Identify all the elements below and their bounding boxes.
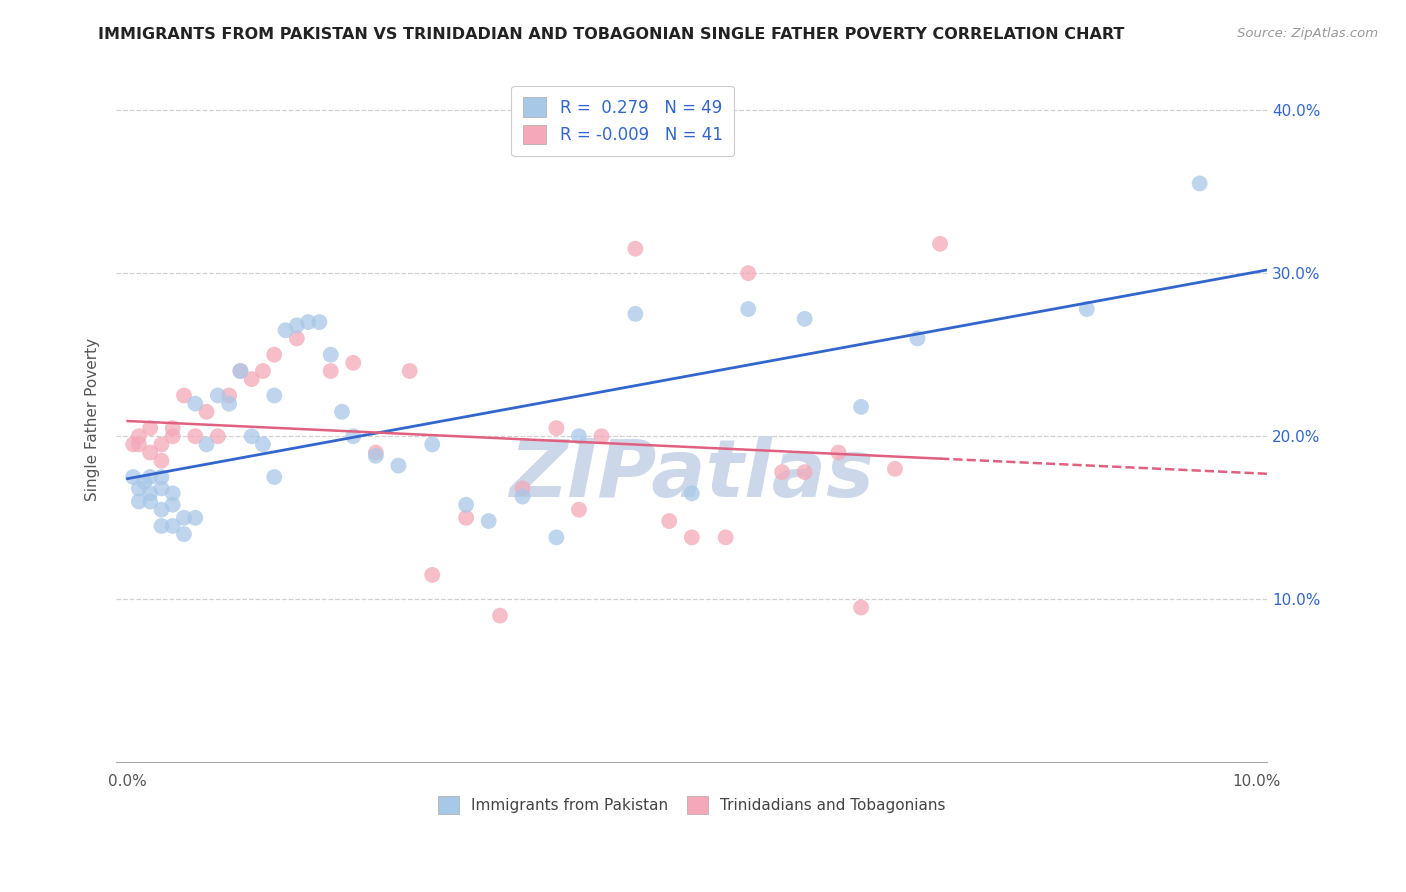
- Point: [184, 396, 207, 410]
- Point: [184, 429, 207, 443]
- Point: [229, 364, 252, 378]
- Point: [793, 465, 815, 479]
- Point: [929, 236, 952, 251]
- Point: [658, 514, 681, 528]
- Point: [162, 486, 184, 500]
- Point: [793, 311, 815, 326]
- Point: [512, 490, 534, 504]
- Point: [884, 462, 907, 476]
- Point: [770, 465, 793, 479]
- Point: [150, 437, 173, 451]
- Point: [319, 348, 342, 362]
- Point: [263, 388, 285, 402]
- Point: [456, 510, 478, 524]
- Point: [624, 242, 647, 256]
- Point: [342, 429, 364, 443]
- Point: [624, 307, 647, 321]
- Point: [512, 482, 534, 496]
- Point: [139, 494, 162, 508]
- Point: [849, 400, 872, 414]
- Point: [568, 429, 591, 443]
- Point: [162, 429, 184, 443]
- Point: [907, 331, 929, 345]
- Point: [252, 364, 274, 378]
- Point: [150, 519, 173, 533]
- Point: [681, 530, 703, 544]
- Point: [207, 388, 229, 402]
- Text: Source: ZipAtlas.com: Source: ZipAtlas.com: [1237, 27, 1378, 40]
- Point: [1076, 301, 1098, 316]
- Point: [184, 510, 207, 524]
- Point: [139, 421, 162, 435]
- Point: [207, 429, 229, 443]
- Point: [263, 348, 285, 362]
- Point: [1188, 177, 1211, 191]
- Point: [364, 449, 387, 463]
- Point: [128, 482, 150, 496]
- Point: [122, 437, 145, 451]
- Point: [162, 498, 184, 512]
- Point: [387, 458, 409, 473]
- Point: [714, 530, 737, 544]
- Point: [218, 388, 240, 402]
- Point: [263, 470, 285, 484]
- Point: [252, 437, 274, 451]
- Point: [737, 301, 759, 316]
- Point: [128, 429, 150, 443]
- Point: [681, 486, 703, 500]
- Point: [229, 364, 252, 378]
- Point: [319, 364, 342, 378]
- Point: [737, 266, 759, 280]
- Point: [150, 482, 173, 496]
- Point: [285, 318, 308, 333]
- Point: [173, 510, 195, 524]
- Point: [150, 470, 173, 484]
- Point: [150, 502, 173, 516]
- Point: [240, 429, 263, 443]
- Point: [150, 453, 173, 467]
- Point: [134, 475, 156, 489]
- Point: [195, 405, 218, 419]
- Point: [173, 388, 195, 402]
- Point: [162, 421, 184, 435]
- Point: [478, 514, 501, 528]
- Text: ZIPatlas: ZIPatlas: [509, 435, 875, 514]
- Point: [218, 396, 240, 410]
- Point: [342, 356, 364, 370]
- Legend: Immigrants from Pakistan, Trinidadians and Tobagonians: Immigrants from Pakistan, Trinidadians a…: [429, 788, 955, 823]
- Point: [122, 470, 145, 484]
- Text: IMMIGRANTS FROM PAKISTAN VS TRINIDADIAN AND TOBAGONIAN SINGLE FATHER POVERTY COR: IMMIGRANTS FROM PAKISTAN VS TRINIDADIAN …: [98, 27, 1125, 42]
- Point: [162, 519, 184, 533]
- Point: [827, 445, 849, 459]
- Point: [173, 527, 195, 541]
- Point: [128, 494, 150, 508]
- Y-axis label: Single Father Poverty: Single Father Poverty: [86, 338, 100, 501]
- Point: [420, 437, 443, 451]
- Point: [139, 470, 162, 484]
- Point: [308, 315, 330, 329]
- Point: [489, 608, 512, 623]
- Point: [568, 502, 591, 516]
- Point: [364, 445, 387, 459]
- Point: [128, 437, 150, 451]
- Point: [274, 323, 297, 337]
- Point: [330, 405, 353, 419]
- Point: [591, 429, 613, 443]
- Point: [297, 315, 319, 329]
- Point: [398, 364, 420, 378]
- Point: [139, 486, 162, 500]
- Point: [456, 498, 478, 512]
- Point: [420, 567, 443, 582]
- Point: [285, 331, 308, 345]
- Point: [546, 421, 568, 435]
- Point: [195, 437, 218, 451]
- Point: [546, 530, 568, 544]
- Point: [139, 445, 162, 459]
- Point: [240, 372, 263, 386]
- Point: [849, 600, 872, 615]
